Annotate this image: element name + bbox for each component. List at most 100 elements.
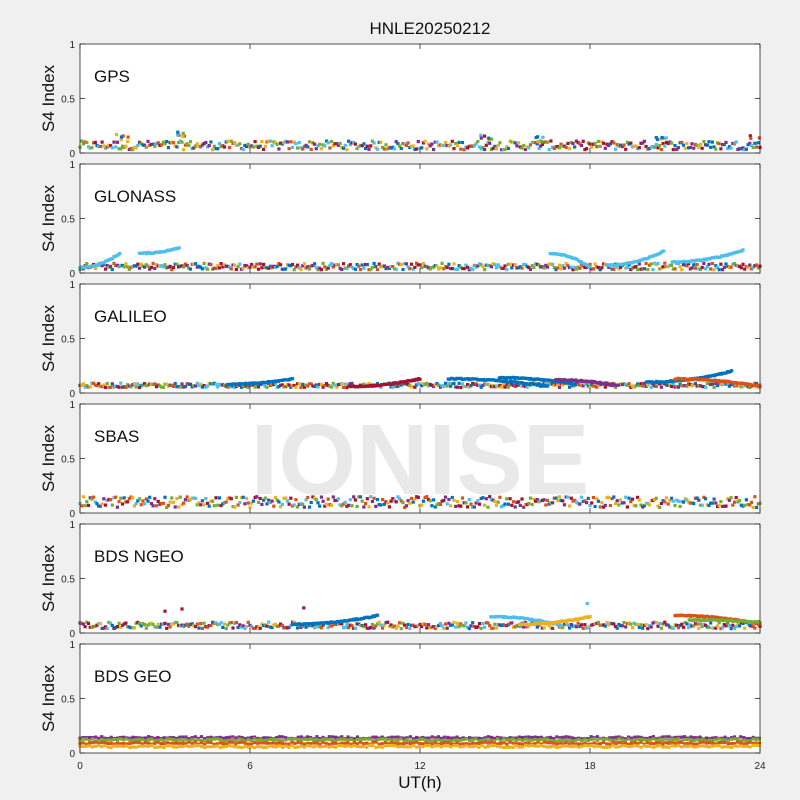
data-point	[304, 625, 308, 629]
data-point	[748, 737, 752, 741]
data-point	[520, 266, 524, 270]
data-point	[515, 383, 519, 388]
data-point	[523, 503, 527, 507]
data-point	[501, 383, 505, 387]
data-point	[267, 498, 271, 502]
data-point	[517, 735, 521, 739]
data-point	[338, 503, 342, 507]
data-point	[525, 385, 529, 389]
data-point	[683, 742, 687, 746]
data-point	[595, 738, 599, 742]
data-point	[238, 262, 242, 266]
data-point	[753, 381, 757, 385]
data-point	[165, 741, 169, 745]
data-point	[147, 741, 151, 745]
data-point	[425, 147, 429, 151]
data-point	[668, 383, 672, 387]
data-point	[712, 385, 716, 390]
data-point	[418, 737, 422, 741]
data-point	[277, 385, 281, 389]
data-point	[336, 622, 340, 626]
data-point	[324, 382, 329, 386]
data-point	[346, 741, 350, 745]
data-point	[330, 624, 334, 628]
data-point	[107, 385, 111, 389]
data-point	[700, 146, 704, 150]
data-point	[141, 621, 145, 626]
data-point	[472, 382, 476, 386]
data-point	[739, 147, 743, 151]
data-point	[222, 501, 227, 505]
data-point	[639, 267, 643, 271]
data-point	[739, 621, 743, 625]
data-point	[383, 744, 387, 748]
data-point	[603, 262, 607, 267]
data-point	[415, 261, 419, 265]
data-point	[168, 737, 172, 741]
data-point	[115, 140, 119, 144]
data-point	[156, 622, 160, 626]
data-point	[614, 738, 618, 742]
data-point	[294, 265, 298, 269]
data-point	[500, 505, 504, 509]
data-point	[347, 264, 351, 268]
data-point	[193, 744, 197, 748]
data-point	[290, 620, 295, 624]
data-point	[610, 267, 614, 271]
data-point	[704, 736, 708, 740]
data-point	[380, 745, 384, 749]
data-point	[279, 263, 283, 267]
data-point	[292, 268, 296, 272]
data-point	[427, 742, 431, 746]
data-point	[743, 626, 747, 630]
data-point	[122, 738, 126, 742]
data-point	[362, 744, 366, 749]
data-point	[277, 735, 282, 739]
data-point	[153, 745, 157, 749]
data-point	[195, 381, 199, 385]
data-point	[124, 144, 128, 148]
data-point	[542, 626, 546, 630]
data-point	[494, 147, 499, 151]
data-point	[239, 267, 244, 271]
data-point	[409, 385, 414, 389]
data-point	[316, 385, 320, 389]
data-point	[199, 739, 204, 743]
data-point	[549, 262, 553, 266]
data-point	[316, 144, 320, 148]
data-point	[403, 382, 407, 386]
data-point	[187, 266, 191, 270]
data-point	[739, 266, 743, 270]
data-point	[620, 736, 624, 740]
data-point	[406, 141, 410, 145]
data-point	[253, 385, 257, 389]
data-point	[338, 382, 342, 386]
data-point	[632, 385, 636, 389]
data-point	[469, 384, 473, 388]
data-point	[313, 626, 317, 630]
data-point	[687, 146, 691, 150]
data-point	[535, 262, 539, 266]
data-point	[619, 143, 623, 147]
data-point	[202, 142, 206, 146]
data-point	[90, 741, 95, 745]
data-point	[680, 384, 684, 388]
data-point	[714, 743, 718, 748]
data-point	[583, 737, 587, 741]
data-point	[277, 500, 281, 504]
data-point	[612, 141, 616, 145]
data-point	[636, 382, 640, 386]
data-point	[420, 146, 424, 150]
data-point	[598, 745, 603, 749]
data-point	[228, 265, 232, 269]
data-point	[364, 146, 368, 150]
data-point	[613, 385, 618, 389]
data-point	[514, 736, 518, 740]
data-point	[80, 383, 84, 387]
data-point	[301, 502, 305, 506]
data-point	[535, 142, 539, 146]
data-point	[282, 385, 286, 389]
data-point	[630, 739, 634, 743]
data-point	[577, 742, 581, 746]
data-point	[683, 383, 687, 388]
